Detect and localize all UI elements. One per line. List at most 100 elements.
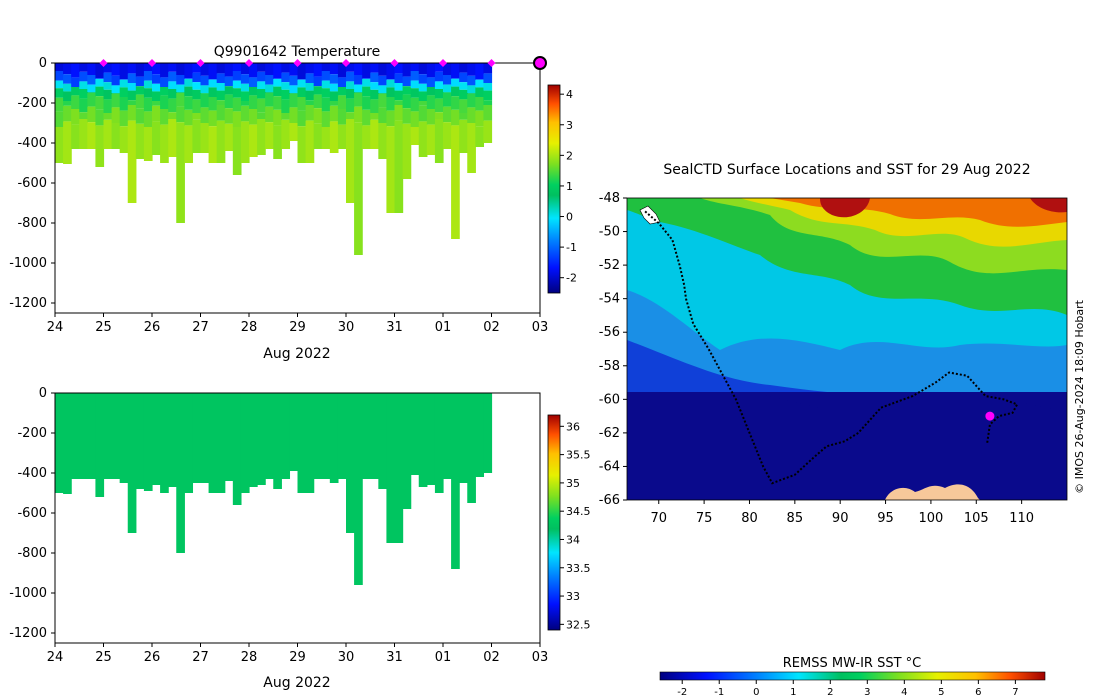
y-tick-label: -400 [17, 466, 47, 481]
x-tick-label: 31 [386, 320, 403, 335]
profile-cell [55, 88, 64, 98]
profile-cell [257, 393, 266, 485]
profile-cell [386, 393, 396, 543]
sst-colorbar-label: REMSS MW-IR SST °C [783, 656, 922, 671]
profile-cell [483, 105, 493, 121]
profile-cell [451, 109, 460, 126]
profile-cell [176, 84, 185, 93]
profile-cell [273, 86, 282, 97]
x-tick-label: 75 [696, 511, 713, 526]
profile-cell [111, 63, 121, 76]
x-tick-label: 01 [435, 650, 452, 665]
profile-cell [434, 63, 444, 72]
profile-cell [79, 63, 88, 72]
profile-cell [378, 93, 388, 94]
profile-cell [168, 393, 177, 487]
colorbar-tick-label: 33 [566, 590, 580, 603]
profile-cell [63, 101, 72, 106]
profile-cell [265, 63, 274, 75]
profile-cell [378, 93, 388, 108]
profile-cell [305, 120, 315, 163]
y-tick-label: -60 [599, 392, 620, 407]
map-x-axis: 70 75 80 85 90 95 100 105 110 [650, 500, 1034, 526]
profile-cell [281, 99, 291, 113]
profile-cell [475, 126, 485, 147]
y-tick-label: -600 [17, 506, 47, 521]
profile-cell [265, 106, 274, 123]
profile-cell [386, 79, 396, 88]
profile-cell [135, 63, 145, 77]
profile-cell [135, 108, 145, 124]
profile-cell [249, 95, 258, 109]
profile-cell [410, 127, 420, 145]
profile-cell [426, 95, 436, 109]
colorbar-tick-label: -2 [566, 272, 577, 285]
profile-cell [418, 101, 428, 106]
profile-cell [297, 97, 307, 111]
profile-cell [402, 86, 412, 95]
profile-cell [143, 111, 153, 127]
profile-cell [386, 110, 396, 127]
profile-cell [410, 97, 420, 112]
profile-cell [297, 79, 307, 88]
profile-cell [483, 120, 493, 143]
profile-cell [329, 105, 339, 122]
profile-cell [329, 91, 339, 101]
profile-cell [354, 63, 363, 75]
y-tick-label: 0 [39, 386, 47, 401]
x-tick-label: 03 [532, 650, 549, 665]
profile-cell [329, 83, 339, 92]
profile-cell [160, 393, 169, 493]
profile-cell [337, 63, 347, 78]
profile-cell [281, 72, 291, 83]
salinity-colorbar: 36 35.5 35 34.5 34 33.5 33 32.5 [547, 414, 591, 631]
credit-text: © IMOS 26-Aug-2024 18:09 Hobart [1073, 299, 1086, 493]
profile-cell [313, 123, 323, 149]
profile-cell [216, 105, 226, 121]
y-tick-label: -1000 [9, 256, 47, 271]
profile-cell [143, 88, 153, 98]
profile-cell [208, 87, 218, 97]
profile-cell [434, 98, 444, 113]
profile-cell [127, 63, 137, 74]
profile-cell [265, 393, 274, 479]
profile-cell [63, 91, 72, 101]
profile-cell [103, 113, 113, 120]
temperature-profiles [55, 63, 493, 255]
profile-cell [370, 119, 379, 149]
profile-cell [224, 123, 234, 151]
profile-cell [394, 105, 404, 121]
profile-cell [79, 89, 88, 99]
profile-cell [289, 75, 299, 86]
profile-cell [135, 86, 145, 95]
x-tick-label: 24 [47, 650, 64, 665]
profile-cell [71, 63, 80, 78]
profile-cell [216, 120, 226, 163]
profile-cell [354, 84, 363, 93]
profile-cell [240, 121, 250, 163]
profile-cell [111, 93, 121, 108]
profile-cell [208, 393, 218, 493]
colorbar-tick-label: 2 [566, 149, 573, 162]
profile-cell [354, 106, 363, 123]
profile-cell [451, 79, 460, 87]
profile-cell [410, 80, 420, 89]
profile-cell [386, 126, 396, 213]
profile-cell [305, 73, 315, 83]
profile-cell [443, 393, 452, 479]
profile-cell [354, 92, 363, 93]
profile-cell [95, 393, 105, 497]
sst-colorbar-ticks: -2 -1 0 1 2 3 4 5 6 7 [677, 680, 1019, 698]
profile-cell [184, 125, 194, 163]
profile-cell [257, 71, 266, 82]
x-tick-label: 28 [241, 320, 258, 335]
y-tick-label: -50 [599, 225, 620, 240]
profile-cell [386, 79, 396, 80]
profile-cell [257, 112, 266, 119]
profile-cell [313, 76, 323, 87]
profile-cell [216, 393, 226, 493]
x-tick-label: 110 [1009, 511, 1034, 526]
profile-cell [459, 89, 468, 100]
profile-cell [321, 88, 331, 98]
